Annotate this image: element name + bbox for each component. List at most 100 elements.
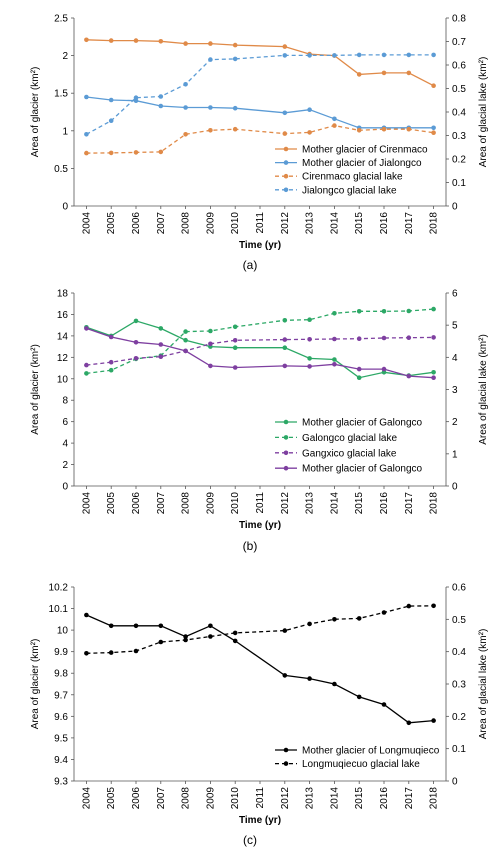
data-point xyxy=(431,370,436,375)
x-tick-label: 2006 xyxy=(131,492,142,515)
data-point xyxy=(332,357,337,362)
data-point xyxy=(282,318,288,323)
data-point xyxy=(356,616,362,621)
data-point xyxy=(158,103,164,109)
data-point xyxy=(356,366,362,372)
y-tick-label: 10 xyxy=(57,626,69,637)
y-tick-label: 10.1 xyxy=(49,604,69,615)
y-tick-label: 6 xyxy=(62,417,68,428)
y2-axis-title: Area of glacial lake (km²) xyxy=(478,629,489,740)
x-tick-label: 2009 xyxy=(205,787,216,810)
x-tick-label: 2004 xyxy=(81,212,92,235)
y-tick-label: 9.4 xyxy=(54,755,68,766)
legend-marker xyxy=(283,146,289,152)
data-point xyxy=(431,52,436,58)
y2-tick-label: 0.4 xyxy=(452,647,466,658)
figure-caption: (a) xyxy=(243,258,258,272)
legend-label: Gangxico glacial lake xyxy=(302,448,397,459)
data-point xyxy=(406,603,412,609)
x-tick-label: 2006 xyxy=(131,787,142,810)
data-point xyxy=(84,37,89,43)
data-point xyxy=(406,52,412,58)
y-tick-label: 0 xyxy=(62,202,68,213)
y2-axis-title: Area of glacial lake (km²) xyxy=(478,57,489,168)
y-tick-label: 9.6 xyxy=(54,712,68,723)
legend-marker xyxy=(283,435,289,440)
y-tick-label: 4 xyxy=(62,439,68,450)
x-tick-label: 2010 xyxy=(230,212,241,235)
y-tick-label: 0.5 xyxy=(54,164,68,175)
data-point xyxy=(332,681,337,687)
y-tick-label: 9.7 xyxy=(54,690,68,701)
legend-label: Longmuqiecuo glacial lake xyxy=(302,759,420,770)
y2-tick-label: 3 xyxy=(452,385,458,396)
y-tick-label: 12 xyxy=(57,353,69,364)
series-line xyxy=(86,39,434,87)
y2-tick-label: 2 xyxy=(452,417,458,428)
data-point xyxy=(356,375,362,381)
x-tick-label: 2004 xyxy=(81,787,92,810)
data-point xyxy=(307,364,312,369)
y2-tick-label: 0 xyxy=(452,482,458,493)
y2-tick-label: 0.1 xyxy=(452,744,466,755)
data-point xyxy=(381,702,387,707)
data-point xyxy=(84,651,89,656)
legend-label: Mother glacier of Galongco xyxy=(302,418,423,429)
data-point xyxy=(356,694,362,700)
series-line xyxy=(86,96,434,129)
series-line xyxy=(86,605,434,654)
y-tick-label: 9.9 xyxy=(54,647,68,658)
y2-tick-label: 0.2 xyxy=(452,155,466,166)
data-point xyxy=(307,621,312,627)
data-point xyxy=(158,342,164,347)
y-tick-label: 2 xyxy=(62,460,68,471)
data-point xyxy=(431,603,436,609)
data-point xyxy=(381,366,387,372)
data-point xyxy=(431,335,436,340)
series-line xyxy=(86,308,434,375)
data-point xyxy=(307,676,312,681)
x-tick-label: 2012 xyxy=(280,787,291,810)
x-tick-label: 2013 xyxy=(305,492,316,515)
data-point xyxy=(232,324,238,330)
data-point xyxy=(307,356,312,361)
legend-marker xyxy=(283,187,289,193)
data-point xyxy=(332,116,337,122)
data-point xyxy=(431,83,436,88)
data-point xyxy=(307,317,312,323)
y-tick-label: 14 xyxy=(57,331,69,342)
series-line xyxy=(86,336,434,366)
data-point xyxy=(183,634,188,639)
x-tick-label: 2017 xyxy=(404,492,415,515)
data-point xyxy=(158,623,164,629)
data-point xyxy=(183,329,188,334)
x-tick-label: 2007 xyxy=(156,492,167,515)
data-point xyxy=(282,363,288,369)
x-tick-label: 2017 xyxy=(404,787,415,810)
legend-marker xyxy=(283,747,289,753)
data-point xyxy=(282,628,288,633)
data-point xyxy=(332,362,337,367)
data-point xyxy=(108,359,114,365)
x-tick-label: 2009 xyxy=(205,212,216,235)
x-tick-label: 2011 xyxy=(255,212,266,234)
x-axis-title: Time (yr) xyxy=(239,520,281,531)
data-point xyxy=(232,365,238,370)
data-point xyxy=(208,634,213,639)
y2-tick-label: 4 xyxy=(452,353,458,364)
x-tick-label: 2006 xyxy=(131,212,142,235)
data-point xyxy=(232,345,238,351)
legend-label: Mother glacier of Cirenmaco xyxy=(302,145,428,156)
series-line xyxy=(86,320,434,379)
x-axis-title: Time (yr) xyxy=(239,240,281,251)
data-point xyxy=(332,336,337,342)
data-point xyxy=(232,56,238,62)
series-line xyxy=(86,124,434,154)
y-tick-label: 9.5 xyxy=(54,733,68,744)
y-tick-label: 1 xyxy=(62,126,68,137)
series-line xyxy=(86,327,434,379)
y2-tick-label: 6 xyxy=(452,289,458,300)
x-tick-label: 2014 xyxy=(329,787,340,810)
y2-tick-label: 1 xyxy=(452,449,458,460)
